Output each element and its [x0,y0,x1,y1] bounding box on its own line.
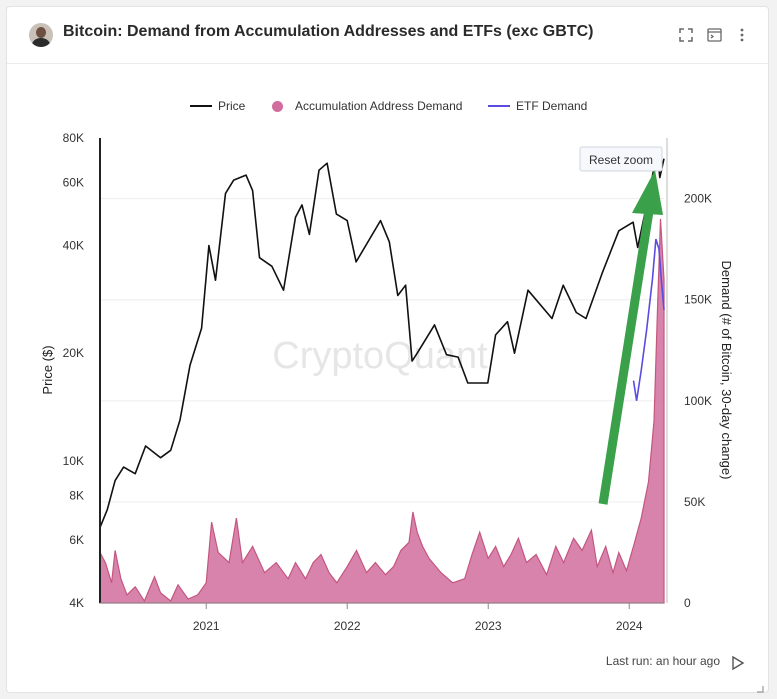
y-left-tick-label: 20K [63,346,84,360]
y-axis-left-title: Price ($) [40,345,55,394]
annotation-arrow [598,170,663,505]
legend-label-price: Price [218,99,246,113]
y-right-tick-label: 150K [684,293,712,307]
legend-line-price [190,105,212,107]
last-run-text: Last run: an hour ago [605,654,720,668]
x-tick-label: 2024 [616,619,643,633]
card-header: Bitcoin: Demand from Accumulation Addres… [7,7,768,64]
play-icon[interactable] [728,654,746,672]
y-left-tick-label: 60K [63,176,84,190]
chart-legend: Price Accumulation Address Demand ETF De… [7,99,768,119]
legend-item-price[interactable]: Price [190,99,245,113]
y-right-tick-label: 200K [684,192,712,206]
reset-zoom-label: Reset zoom [589,153,653,167]
y-right-tick-label: 50K [684,495,705,509]
y-left-tick-label: 4K [69,596,84,610]
console-icon[interactable] [703,24,725,46]
y-axis-right-title: Demand (# of Bitcoin, 30-day change) [719,261,734,480]
x-tick-label: 2022 [334,619,361,633]
legend-label-accumulation: Accumulation Address Demand [295,99,463,113]
avatar [29,23,53,47]
y-left-tick-label: 6K [69,533,84,547]
legend-dot-accumulation [272,100,283,112]
y-right-tick-label: 0 [684,596,691,610]
legend-item-etf[interactable]: ETF Demand [488,99,587,113]
y-right-tick-label: 100K [684,394,712,408]
x-tick-label: 2021 [193,619,220,633]
resize-handle-icon[interactable] [756,680,764,693]
reset-zoom-button[interactable]: Reset zoom [579,146,663,172]
series-price-line [99,151,665,528]
y-left-tick-label: 10K [63,454,84,468]
chart-title: Bitcoin: Demand from Accumulation Addres… [63,23,594,40]
y-left-tick-label: 80K [63,131,84,145]
series-accumulation-area [99,218,665,604]
y-left-tick-label: 8K [69,488,84,502]
fullscreen-icon[interactable] [675,24,697,46]
series-etf-line [632,238,665,401]
y-left-tick-label: 40K [63,239,84,253]
legend-label-etf: ETF Demand [516,99,588,113]
legend-item-accumulation[interactable]: Accumulation Address Demand [272,99,462,113]
legend-line-etf [488,105,510,107]
x-tick-label: 2023 [475,619,502,633]
more-vert-icon[interactable] [731,24,753,46]
